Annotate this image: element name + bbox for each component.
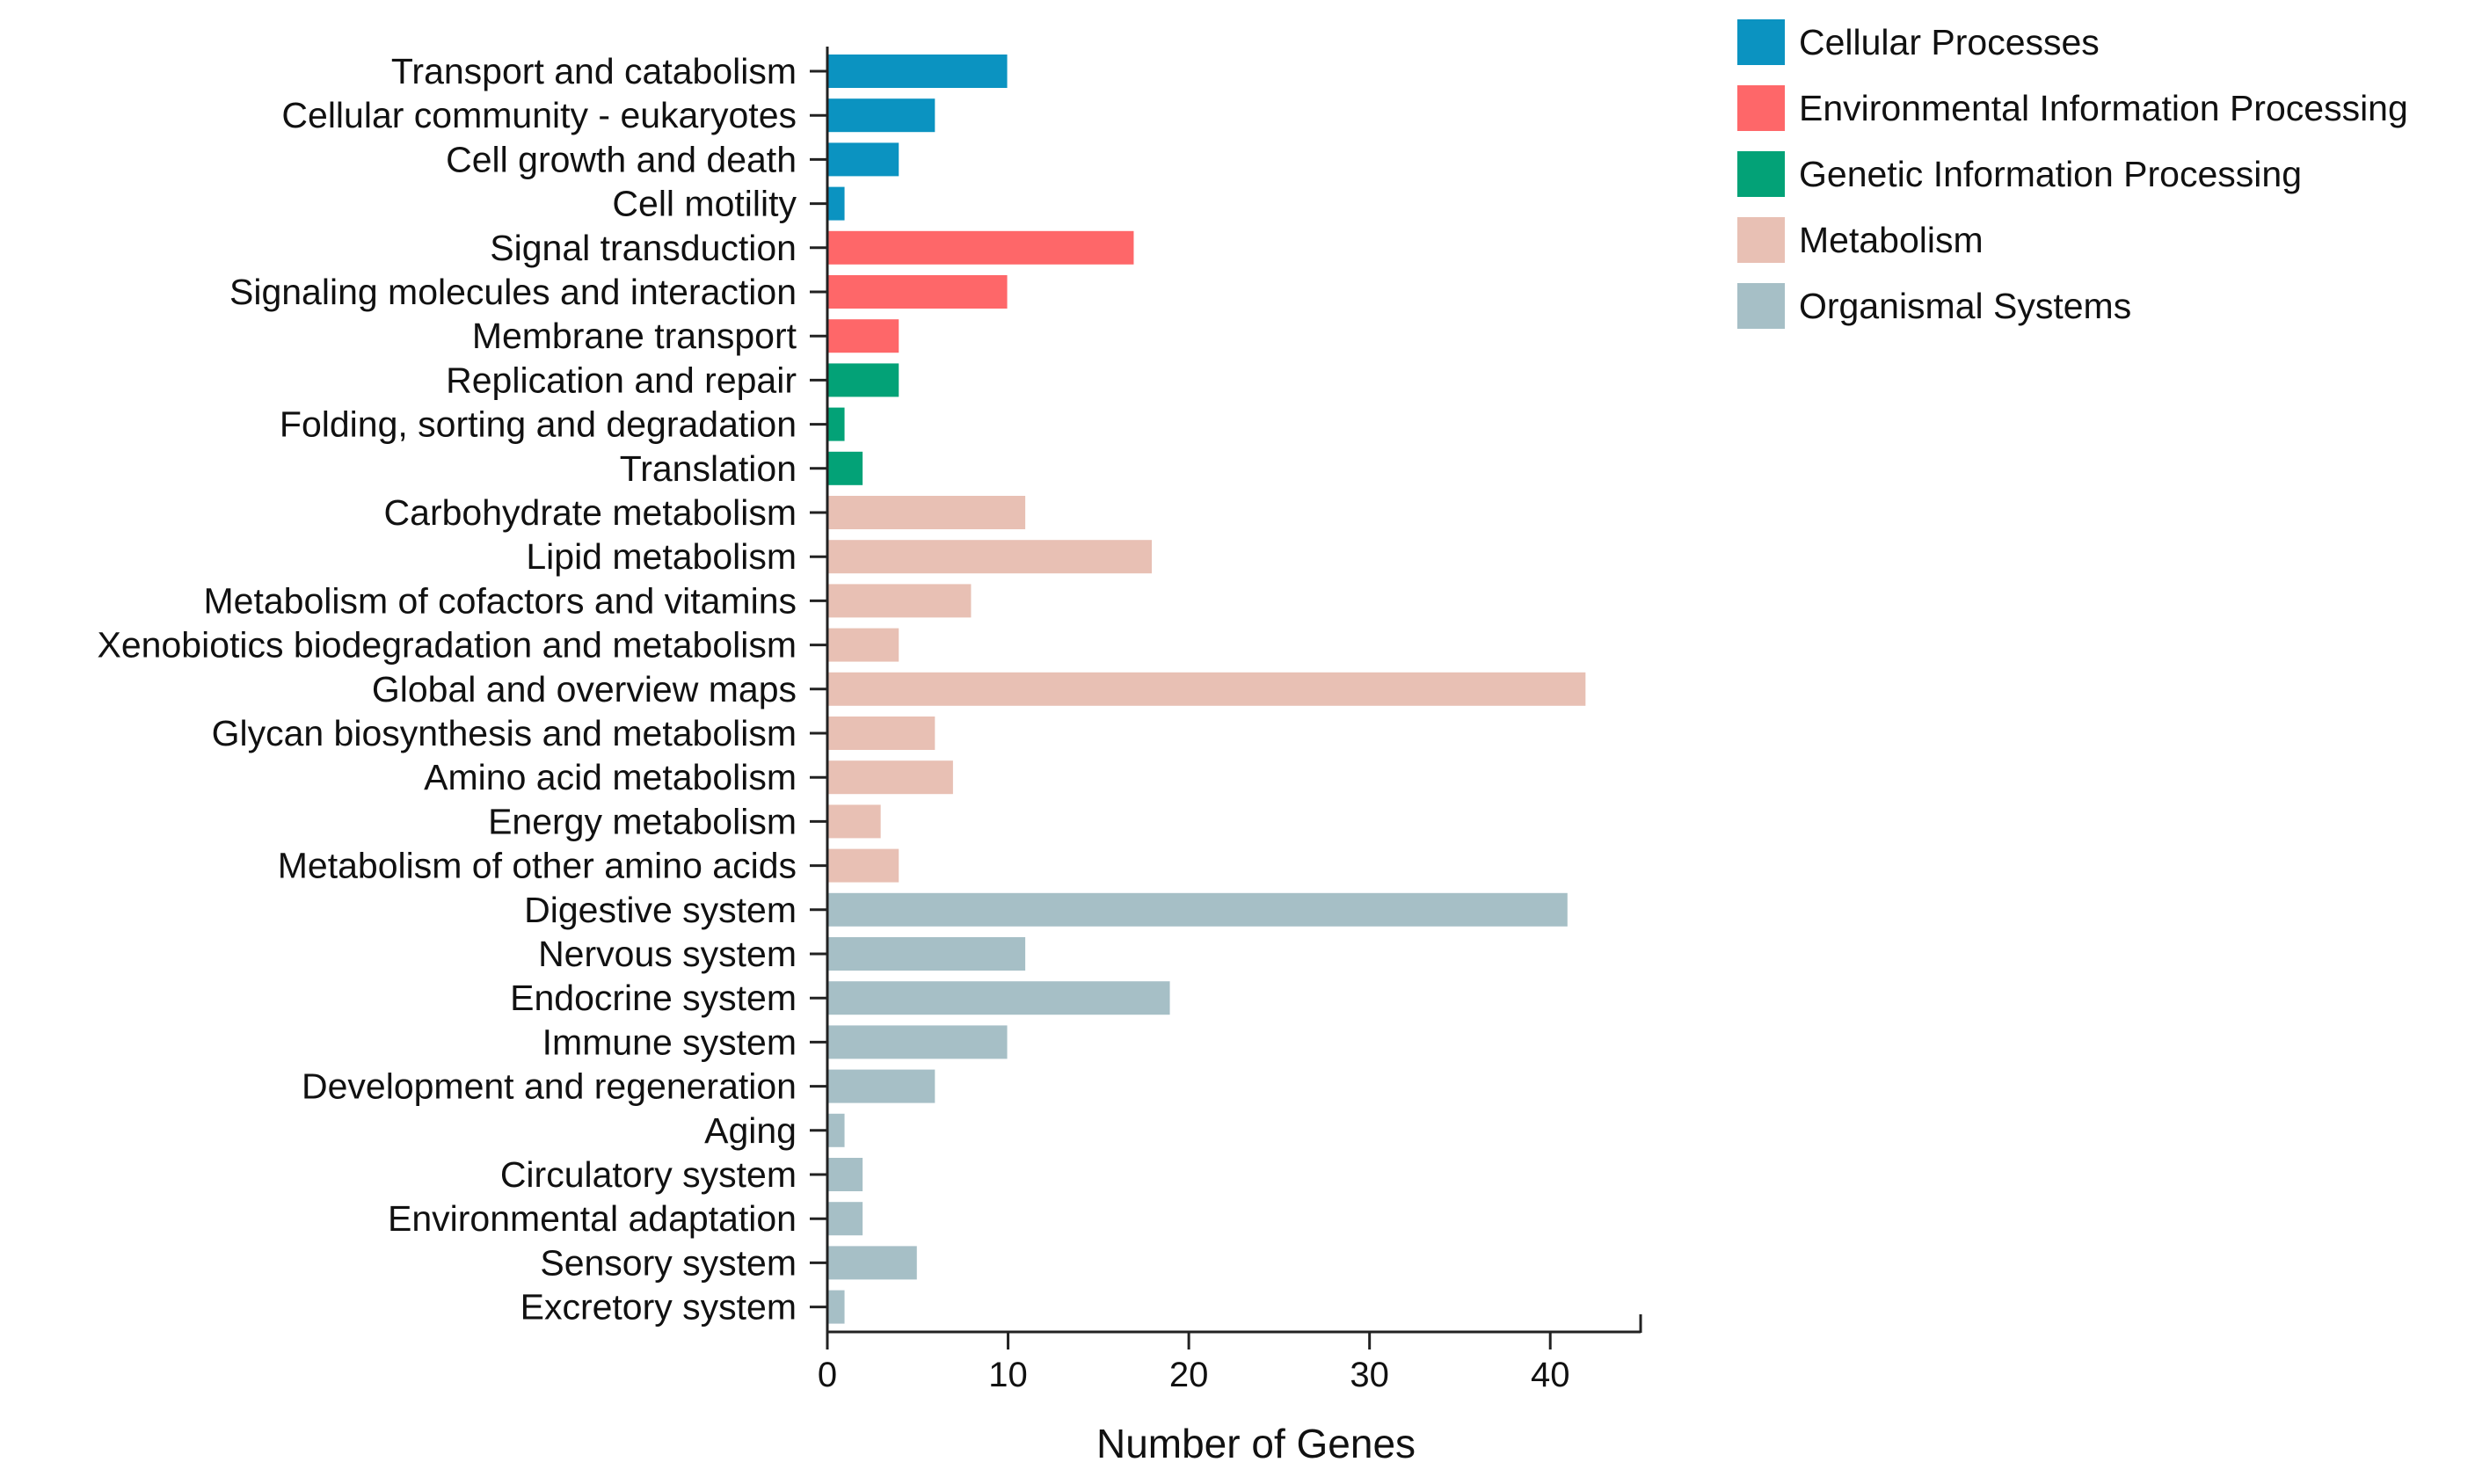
category-label: Carbohydrate metabolism [384, 492, 797, 533]
bars-layer [826, 53, 1588, 1326]
legend-label: Organismal Systems [1799, 286, 2131, 326]
x-tick-label: 40 [1531, 1356, 1570, 1394]
bar-14 [826, 626, 901, 664]
category-label: Nervous system [538, 934, 797, 974]
bar-9 [826, 405, 847, 443]
category-label: Energy metabolism [488, 801, 797, 841]
bar-1 [826, 53, 1009, 90]
legend-label: Environmental Information Processing [1799, 88, 2408, 128]
category-label: Metabolism of cofactors and vitamins [204, 580, 797, 621]
category-label: Amino acid metabolism [424, 757, 797, 797]
category-label: Sensory system [540, 1242, 797, 1283]
category-label: Lipid metabolism [526, 536, 797, 577]
bar-15 [826, 670, 1588, 708]
bar-3 [826, 141, 901, 178]
bar-18 [826, 803, 883, 840]
x-axis: 0 10 20 30 40 [818, 1314, 1642, 1394]
bar-13 [826, 582, 973, 620]
bar-2 [826, 97, 937, 135]
x-tick-label: 0 [818, 1356, 837, 1394]
category-label: Folding, sorting and degradation [280, 404, 797, 445]
category-label: Signaling molecules and interaction [229, 272, 797, 312]
category-label: Translation [620, 448, 797, 489]
x-tick-label: 30 [1350, 1356, 1389, 1394]
category-label: Endocrine system [510, 978, 797, 1018]
bar-12 [826, 538, 1154, 576]
category-label: Cell motility [612, 184, 797, 224]
category-label: Aging [704, 1110, 797, 1151]
category-label: Metabolism of other amino acids [278, 846, 797, 886]
legend-swatch [1737, 151, 1785, 197]
x-axis-title: Number of Genes [1096, 1421, 1416, 1466]
legend-swatch [1737, 283, 1785, 329]
legend-label: Cellular Processes [1799, 22, 2100, 62]
category-label: Membrane transport [472, 316, 797, 356]
bar-7 [826, 317, 901, 355]
bar-5 [826, 229, 1136, 266]
bar-28 [826, 1244, 919, 1282]
bar-19 [826, 847, 901, 884]
category-label: Signal transduction [490, 228, 797, 268]
bar-10 [826, 449, 865, 487]
legend: Cellular Processes Environmental Informat… [1737, 19, 2408, 329]
category-label: Excretory system [520, 1287, 797, 1328]
category-label: Glycan biosynthesis and metabolism [212, 713, 797, 753]
category-label: Cellular community - eukaryotes [281, 95, 797, 135]
bar-24 [826, 1067, 937, 1105]
bar-23 [826, 1023, 1009, 1061]
bar-17 [826, 759, 955, 797]
bar-29 [826, 1288, 847, 1326]
legend-label: Genetic Information Processing [1799, 154, 2302, 194]
category-label: Digestive system [524, 890, 797, 930]
bar-21 [826, 935, 1028, 972]
x-tick-label: 20 [1169, 1356, 1209, 1394]
x-tick-label: 10 [988, 1356, 1028, 1394]
legend-swatch [1737, 217, 1785, 263]
bar-4 [826, 185, 847, 222]
category-label: Replication and repair [446, 360, 797, 400]
category-label: Global and overview maps [372, 669, 797, 709]
bar-6 [826, 273, 1009, 310]
category-label: Cell growth and death [446, 139, 797, 179]
category-label: Transport and catabolism [391, 51, 797, 91]
bar-22 [826, 979, 1172, 1017]
bar-20 [826, 891, 1569, 928]
category-label: Environmental adaptation [388, 1198, 797, 1239]
category-label: Immune system [542, 1022, 797, 1062]
legend-label: Metabolism [1799, 220, 1984, 260]
category-label: Circulatory system [500, 1154, 797, 1195]
bar-11 [826, 494, 1028, 531]
bar-25 [826, 1111, 847, 1149]
category-label: Xenobiotics biodegradation and metabolis… [98, 625, 797, 666]
bar-27 [826, 1200, 865, 1238]
category-label: Development and regeneration [302, 1066, 797, 1107]
bar-26 [826, 1156, 865, 1193]
bar-16 [826, 715, 937, 752]
legend-swatch [1737, 85, 1785, 131]
legend-swatch [1737, 19, 1785, 65]
bar-8 [826, 361, 901, 399]
